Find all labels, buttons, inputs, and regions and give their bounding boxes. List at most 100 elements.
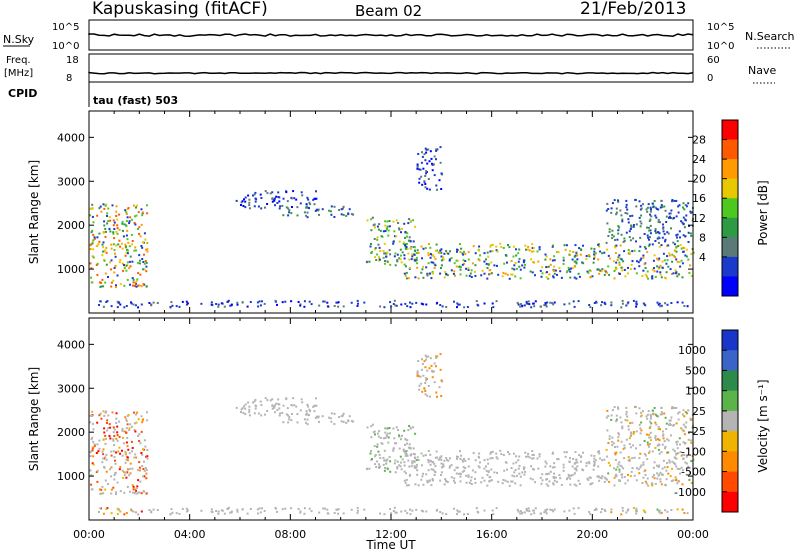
- velocity-cell: [330, 412, 333, 415]
- velocity-cell: [619, 464, 622, 467]
- velocity-cell: [309, 410, 312, 413]
- velocity-cell: [664, 484, 667, 487]
- velocity-cell: [388, 427, 391, 429]
- velocity-cell: [281, 508, 284, 511]
- velocity-cell: [440, 455, 443, 458]
- cpid-value: tau (fast) 503: [93, 94, 178, 107]
- velocity-cell: [123, 491, 126, 494]
- power-cell: [653, 254, 656, 257]
- velocity-cell: [392, 449, 395, 452]
- power-cell: [585, 257, 588, 260]
- velocity-cell: [644, 454, 647, 457]
- velocity-cell: [657, 474, 660, 477]
- velocity-cell: [217, 512, 220, 515]
- power-cell: [676, 233, 679, 236]
- power-cell: [691, 211, 694, 214]
- velocity-cell: [685, 462, 688, 465]
- power-cell: [655, 216, 658, 219]
- velocity-cell: [383, 469, 386, 472]
- velocity-cell: [490, 451, 492, 454]
- power-cell: [480, 274, 483, 277]
- velocity-cell: [469, 479, 472, 482]
- power-cell: [672, 241, 675, 244]
- velocity-cell: [680, 454, 683, 457]
- velocity-cell: [575, 484, 578, 487]
- power-cell: [448, 259, 451, 262]
- power-cell: [632, 225, 635, 228]
- velocity-cell: [274, 506, 277, 509]
- power-cell: [463, 306, 466, 309]
- colorbar-tick-label: 28: [692, 134, 706, 147]
- velocity-cell: [118, 446, 121, 449]
- velocity-cell: [631, 467, 634, 469]
- power-cell: [444, 271, 447, 274]
- power-cell: [674, 256, 677, 259]
- velocity-cell: [655, 423, 658, 426]
- velocity-cell: [563, 451, 566, 454]
- power-cell: [671, 260, 674, 263]
- power-cell: [116, 224, 119, 227]
- velocity-cell: [125, 476, 128, 479]
- velocity-cell: [101, 450, 104, 453]
- velocity-cell: [330, 420, 333, 423]
- power-cell: [92, 221, 95, 224]
- velocity-cell: [407, 459, 410, 462]
- velocity-cell: [91, 414, 94, 417]
- power-cell: [92, 248, 95, 251]
- velocity-cell: [299, 511, 302, 514]
- power-cell: [532, 246, 535, 249]
- power-cell: [425, 172, 427, 175]
- power-cell: [430, 261, 433, 264]
- power-cell: [254, 200, 257, 203]
- power-cell: [547, 265, 550, 268]
- velocity-cell: [676, 508, 679, 511]
- velocity-cell: [643, 453, 646, 455]
- power-cell: [138, 226, 141, 229]
- velocity-cell: [643, 440, 646, 442]
- power-cell: [614, 252, 617, 254]
- power-cell: [662, 227, 665, 230]
- power-cell: [635, 272, 638, 275]
- power-cell: [104, 235, 107, 238]
- velocity-cell: [618, 470, 621, 473]
- velocity-cell: [669, 419, 672, 422]
- power-cell: [465, 274, 468, 277]
- power-cell: [414, 225, 417, 228]
- power-cell: [684, 254, 687, 257]
- power-cell: [107, 220, 110, 223]
- power-cell: [645, 275, 648, 278]
- velocity-cell: [519, 510, 522, 513]
- colorbar-tick-label: 20: [692, 173, 706, 186]
- velocity-cell: [95, 452, 98, 454]
- power-cell: [687, 241, 690, 243]
- colorbar-segment: [722, 350, 738, 371]
- power-cell: [685, 214, 688, 217]
- power-cell: [665, 221, 668, 223]
- power-cell: [577, 300, 580, 303]
- power-cell: [456, 250, 458, 253]
- power-cell: [431, 162, 433, 165]
- velocity-cell: [569, 457, 571, 460]
- power-cell: [125, 213, 128, 215]
- velocity-cell: [436, 355, 439, 358]
- power-cell: [449, 250, 451, 253]
- power-cell: [539, 269, 542, 272]
- power-cell: [603, 273, 606, 276]
- velocity-cell: [540, 482, 543, 485]
- power-cell: [692, 251, 695, 254]
- velocity-cell: [616, 445, 619, 448]
- power-cell: [682, 202, 685, 205]
- power-cell: [405, 277, 408, 280]
- velocity-cell: [116, 481, 119, 484]
- velocity-cell: [525, 455, 527, 458]
- power-cell: [421, 257, 423, 260]
- velocity-cell: [495, 452, 498, 455]
- power-cell: [392, 242, 395, 245]
- power-cell: [443, 276, 446, 279]
- velocity-cell: [98, 511, 100, 513]
- velocity-cell: [140, 510, 143, 513]
- power-cell: [97, 243, 100, 246]
- power-cell: [306, 196, 309, 199]
- power-cell: [413, 249, 416, 252]
- power-cell: [487, 255, 490, 258]
